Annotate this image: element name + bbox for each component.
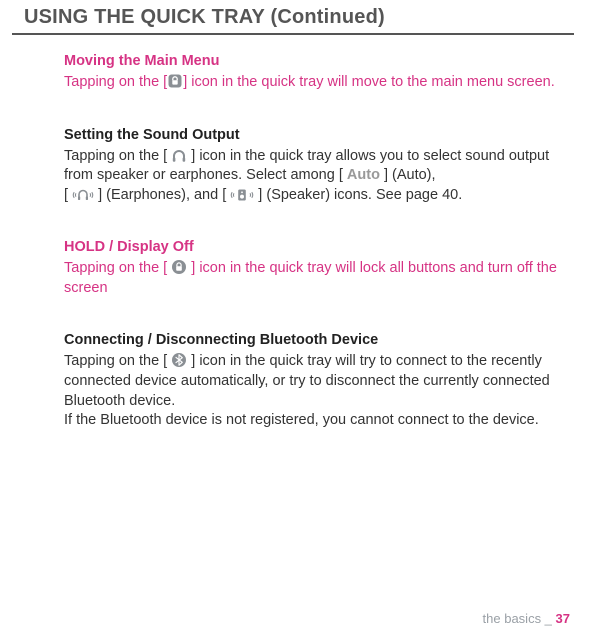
body-hold-display-off: Tapping on the [ ] icon in the quick tra… <box>64 259 562 298</box>
text: Tapping on the [ <box>64 148 171 164</box>
text: ] (Earphones), and [ <box>94 187 230 203</box>
section-bluetooth: Connecting / Disconnecting Bluetooth Dev… <box>64 332 562 430</box>
page-footer: the basics _ 37 <box>483 611 570 626</box>
body-sound-output: Tapping on the [ ] icon in the quick tra… <box>64 147 562 206</box>
headphones-icon <box>171 149 187 163</box>
auto-label: Auto <box>347 167 380 183</box>
text: ] icon in the quick tray will move to th… <box>183 74 555 90</box>
heading-sound-output: Setting the Sound Output <box>64 127 562 143</box>
page-number: 37 <box>556 611 570 626</box>
heading-moving-main-menu: Moving the Main Menu <box>64 53 562 69</box>
text: ] (Speaker) icons. See page 40. <box>254 187 462 203</box>
section-hold-display-off: HOLD / Display Off Tapping on the [ ] ic… <box>64 239 562 298</box>
text: Tapping on the [ <box>64 74 167 90</box>
speaker-waves-icon <box>230 188 254 202</box>
body-moving-main-menu: Tapping on the [ ] icon in the quick tra… <box>64 73 562 93</box>
text: Tapping on the [ <box>64 260 171 276</box>
hold-lock-icon <box>171 259 187 275</box>
text: [ <box>64 187 72 203</box>
footer-text: the basics _ <box>483 611 556 626</box>
bluetooth-icon <box>171 352 187 368</box>
text: Tapping on the [ <box>64 353 171 369</box>
section-moving-main-menu: Moving the Main Menu Tapping on the [ ] … <box>64 53 562 93</box>
text: ] (Auto), <box>380 167 436 183</box>
home-lock-icon <box>167 73 183 89</box>
heading-bluetooth: Connecting / Disconnecting Bluetooth Dev… <box>64 332 562 348</box>
section-sound-output: Setting the Sound Output Tapping on the … <box>64 127 562 206</box>
heading-hold-display-off: HOLD / Display Off <box>64 239 562 255</box>
page-title: USING THE QUICK TRAY (Continued) <box>12 0 574 35</box>
text: If the Bluetooth device is not registere… <box>64 412 539 428</box>
earphones-waves-icon <box>72 188 94 202</box>
body-bluetooth: Tapping on the [ ] icon in the quick tra… <box>64 352 562 430</box>
